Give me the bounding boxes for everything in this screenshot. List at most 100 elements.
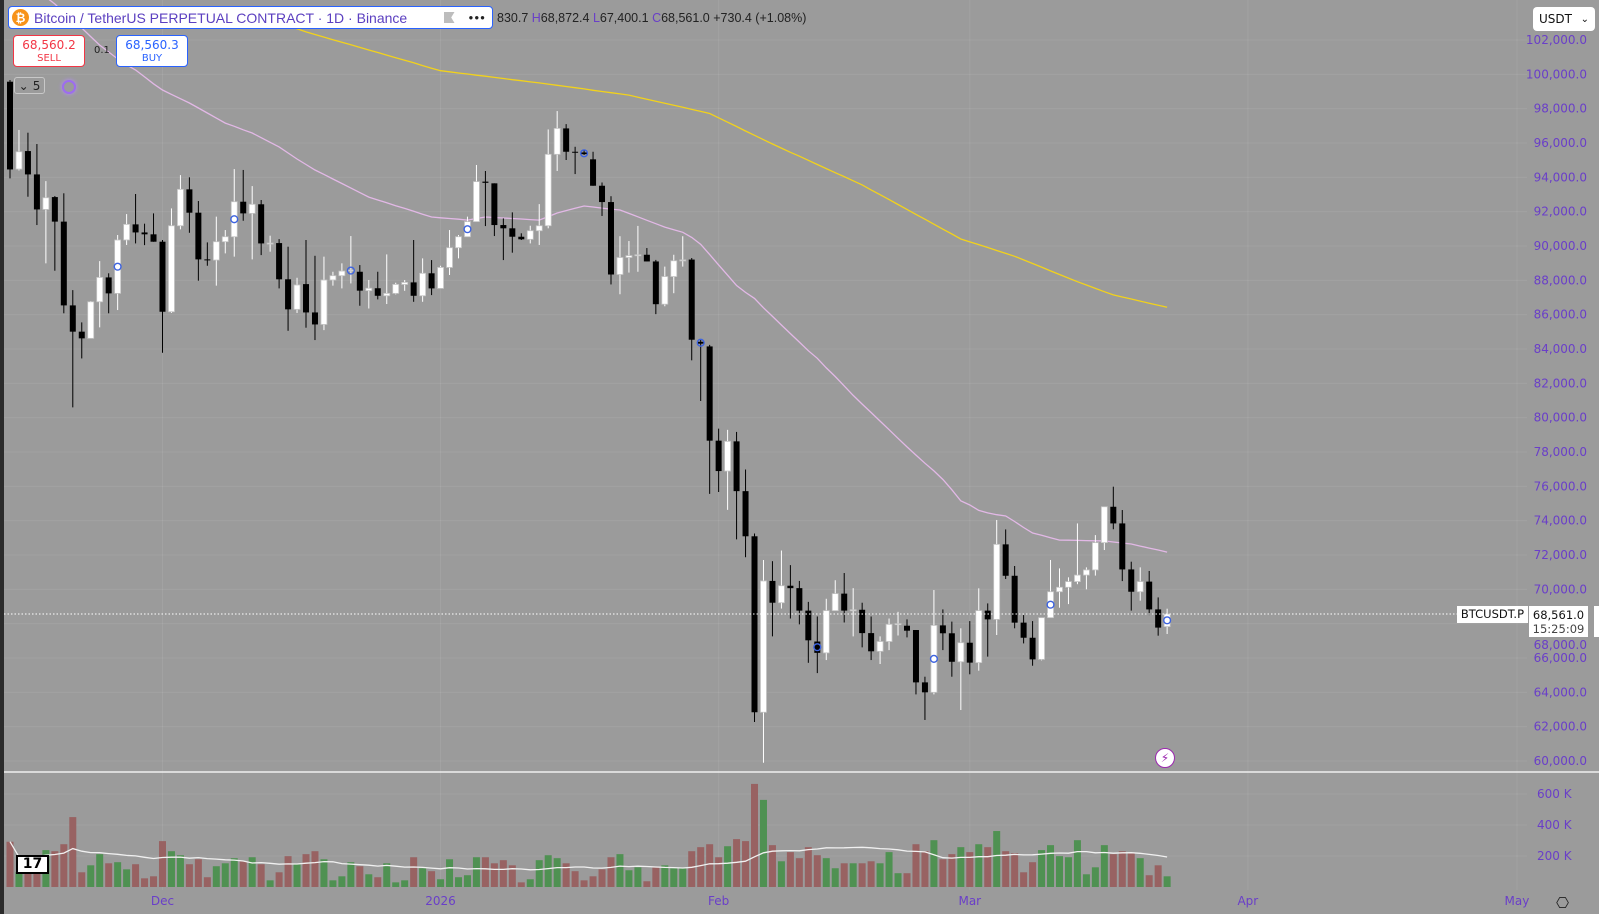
candle-body: [688, 259, 695, 340]
candle-down: [1110, 486, 1117, 530]
candle-body: [464, 221, 471, 238]
volume-bar: [993, 831, 1001, 887]
candle-body: [616, 257, 624, 275]
time-axis[interactable]: Dec 2026 Feb Mar Apr May: [151, 894, 1529, 908]
symbol-title[interactable]: Bitcoin / TetherUS PERPETUAL CONTRACT · …: [34, 9, 408, 26]
candle-down: [688, 258, 695, 361]
candle-up: [96, 261, 104, 328]
volume-bar: [1038, 850, 1046, 887]
candle-up: [1100, 506, 1108, 551]
candle-up: [957, 628, 965, 711]
last-price-tag: 68,561.0 15:25:09: [1529, 606, 1588, 637]
candle-up: [347, 236, 355, 284]
price-tick-label: 74,000.0: [1534, 514, 1587, 528]
candle-body: [383, 292, 391, 297]
volume-bar: [930, 840, 938, 887]
candle-down: [141, 223, 148, 246]
volume-bar: [266, 880, 274, 887]
candle-up: [544, 129, 552, 229]
order-quantity[interactable]: 0.1: [94, 45, 110, 56]
candle-down: [1128, 561, 1135, 611]
more-horizontal-icon[interactable]: ●●●: [468, 13, 486, 22]
volume-bar: [948, 854, 956, 887]
volume-bar: [975, 844, 983, 887]
candle-body: [338, 270, 346, 277]
indicators-toggle-button[interactable]: ⌄ 5: [14, 77, 45, 94]
event-marker-icon[interactable]: [463, 225, 472, 234]
event-marker-icon[interactable]: [929, 654, 939, 663]
candle-up: [437, 265, 444, 289]
candle-body: [778, 585, 785, 604]
candle-down: [311, 255, 318, 341]
candle-down: [868, 616, 875, 661]
price-tick-label: 80,000.0: [1534, 411, 1587, 425]
candle-down: [509, 212, 516, 253]
candle-body: [1110, 506, 1117, 524]
candle-up: [616, 236, 624, 295]
volume-bar: [831, 868, 839, 887]
candle-body: [957, 642, 965, 663]
event-marker-icon[interactable]: [1046, 600, 1055, 609]
flag-icon[interactable]: [443, 12, 455, 23]
candle-body: [993, 543, 1001, 620]
price-tick-label: 94,000.0: [1534, 170, 1587, 184]
event-marker-icon[interactable]: [346, 266, 355, 275]
event-marker-icon[interactable]: [113, 262, 122, 271]
volume-bar: [410, 857, 418, 887]
candle-body: [1091, 542, 1099, 571]
volume-bar: [1091, 867, 1099, 887]
event-marker-icon[interactable]: [813, 643, 822, 652]
volume-bar: [1020, 872, 1028, 887]
lightning-icon[interactable]: ⚡: [1155, 748, 1175, 768]
candle-up: [760, 559, 767, 763]
volume-bar: [759, 799, 767, 887]
candle-body: [320, 279, 328, 325]
volume-bar: [1082, 874, 1090, 887]
candle-body: [599, 185, 606, 203]
candle-body: [500, 225, 507, 229]
volume-tick-label: 400 K: [1537, 818, 1573, 832]
candle-up: [221, 230, 229, 254]
candle-body: [311, 312, 318, 325]
sell-button[interactable]: 68,560.2 SELL: [13, 35, 85, 67]
candle-up: [266, 235, 274, 252]
tradingview-logo[interactable]: 17: [16, 855, 49, 874]
open-value: 830.7: [497, 10, 529, 25]
event-markers[interactable]: [113, 149, 1172, 663]
symbol-legend[interactable]: ₿ Bitcoin / TetherUS PERPETUAL CONTRACT …: [8, 6, 493, 29]
candle-body: [1163, 613, 1171, 627]
candle-down: [912, 630, 919, 695]
volume-bar: [275, 872, 283, 887]
buy-button[interactable]: 68,560.3 BUY: [116, 35, 188, 67]
event-marker-icon[interactable]: [579, 149, 589, 158]
candle-up: [114, 235, 122, 311]
volume-bar: [921, 851, 929, 887]
event-marker-icon[interactable]: [696, 338, 705, 347]
event-marker-icon[interactable]: [1163, 616, 1172, 625]
indicator-count: 5: [32, 78, 41, 93]
candle-down: [7, 79, 13, 179]
left-toolbar-edge: [0, 0, 4, 914]
candle-down: [374, 271, 381, 300]
price-axis[interactable]: 102,000.0 100,000.0 98,000.0 96,000.0 94,000…: [1526, 33, 1587, 768]
candle-up: [123, 214, 131, 245]
candle-up: [365, 279, 373, 309]
volume-bar: [105, 863, 113, 887]
candle-up: [831, 580, 839, 612]
volume-bar: [194, 859, 202, 887]
event-marker-icon[interactable]: [230, 215, 239, 224]
volume-bar: [428, 871, 436, 887]
candle-up: [401, 279, 409, 291]
volume-bar: [15, 871, 23, 887]
volume-bar: [553, 858, 561, 887]
candle-up: [1163, 608, 1171, 634]
price-tick-label: 60,000.0: [1534, 754, 1587, 768]
volume-bar: [957, 847, 965, 887]
candle-body: [849, 609, 857, 612]
candle-body: [60, 221, 67, 306]
price-tick-label: 102,000.0: [1526, 33, 1587, 47]
currency-select[interactable]: USDT ⌄: [1533, 7, 1595, 31]
candle-up: [1083, 567, 1090, 590]
settings-icon[interactable]: ⎔: [1556, 894, 1570, 912]
